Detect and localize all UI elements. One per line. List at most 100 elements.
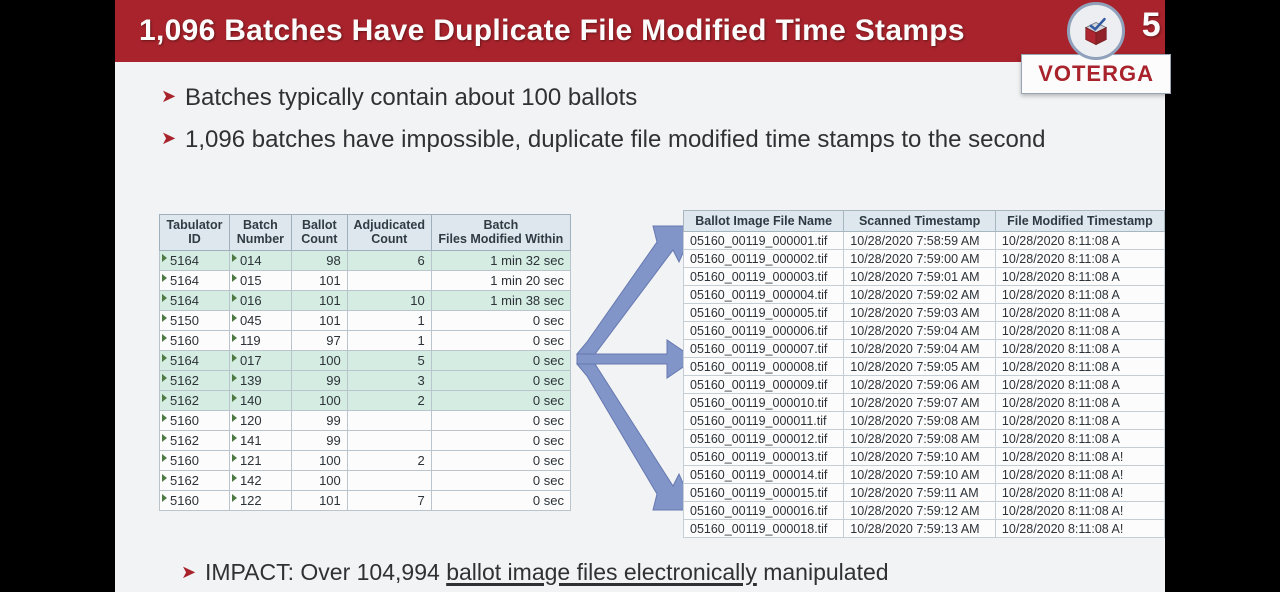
logo-badge — [1067, 2, 1125, 60]
t2-cell: 10/28/2020 7:59:04 AM — [844, 340, 996, 358]
t2-cell: 10/28/2020 8:11:08 A! — [995, 520, 1164, 538]
t2-cell: 05160_00119_000018.tif — [684, 520, 844, 538]
t2-cell: 10/28/2020 8:11:08 A — [995, 358, 1164, 376]
t2-cell: 10/28/2020 8:11:08 A — [995, 286, 1164, 304]
t1-cell: 6 — [347, 250, 431, 270]
t1-cell: 0 sec — [431, 370, 570, 390]
t2-cell: 10/28/2020 8:11:08 A! — [995, 502, 1164, 520]
t2-cell: 10/28/2020 7:59:05 AM — [844, 358, 996, 376]
t2-cell: 10/28/2020 8:11:08 A — [995, 394, 1164, 412]
t1-cell: 5162 — [160, 390, 230, 410]
t1-cell: 97 — [291, 330, 347, 350]
t1-cell: 142 — [229, 470, 291, 490]
table-row: 515004510110 sec — [160, 310, 571, 330]
slide: 1,096 Batches Have Duplicate File Modifi… — [115, 0, 1165, 592]
impact-suffix: manipulated — [757, 559, 889, 585]
table-row: 05160_00119_000013.tif10/28/2020 7:59:10… — [684, 448, 1165, 466]
t1-cell: 7 — [347, 490, 431, 510]
t1-head: BatchFiles Modified Within — [431, 215, 570, 251]
t2-cell: 10/28/2020 7:59:11 AM — [844, 484, 996, 502]
t2-cell: 10/28/2020 8:11:08 A — [995, 268, 1164, 286]
t2-cell: 05160_00119_000010.tif — [684, 394, 844, 412]
logo-text: VOTERGA — [1021, 54, 1171, 94]
t1-cell: 1 min 38 sec — [431, 290, 570, 310]
impact-prefix: IMPACT: Over 104,994 — [205, 559, 446, 585]
t1-cell: 5150 — [160, 310, 230, 330]
bullet-2: 1,096 batches have impossible, duplicate… — [185, 126, 1137, 154]
t2-cell: 10/28/2020 8:11:08 A — [995, 430, 1164, 448]
t1-cell: 5160 — [160, 490, 230, 510]
t1-cell: 5160 — [160, 450, 230, 470]
t2-cell: 10/28/2020 8:11:08 A — [995, 340, 1164, 358]
t1-cell: 2 — [347, 450, 431, 470]
t1-cell: 140 — [229, 390, 291, 410]
table-row: 05160_00119_000011.tif10/28/2020 7:59:08… — [684, 412, 1165, 430]
t2-cell: 10/28/2020 7:59:12 AM — [844, 502, 996, 520]
t2-cell: 10/28/2020 8:11:08 A — [995, 250, 1164, 268]
file-table-grid: Ballot Image File NameScanned TimestampF… — [683, 210, 1165, 538]
t2-cell: 10/28/2020 8:11:08 A! — [995, 448, 1164, 466]
t1-cell — [347, 430, 431, 450]
t1-head: TabulatorID — [160, 215, 230, 251]
t1-cell: 100 — [291, 390, 347, 410]
t1-cell: 120 — [229, 410, 291, 430]
table-row: 516012110020 sec — [160, 450, 571, 470]
t1-cell: 1 — [347, 330, 431, 350]
t2-cell: 05160_00119_000006.tif — [684, 322, 844, 340]
t1-head: BatchNumber — [229, 215, 291, 251]
table-row: 05160_00119_000015.tif10/28/2020 7:59:11… — [684, 484, 1165, 502]
t2-cell: 10/28/2020 8:11:08 A — [995, 304, 1164, 322]
table-row: 5162141990 sec — [160, 430, 571, 450]
t1-cell: 141 — [229, 430, 291, 450]
slide-header: 1,096 Batches Have Duplicate File Modifi… — [115, 0, 1165, 62]
t1-cell: 015 — [229, 270, 291, 290]
t1-cell: 101 — [291, 490, 347, 510]
t1-cell: 0 sec — [431, 410, 570, 430]
t1-cell — [347, 270, 431, 290]
t1-cell — [347, 410, 431, 430]
t1-cell: 100 — [291, 450, 347, 470]
t1-cell: 1 — [347, 310, 431, 330]
t2-head: Ballot Image File Name — [684, 211, 844, 232]
t2-cell: 05160_00119_000015.tif — [684, 484, 844, 502]
t2-cell: 10/28/2020 7:59:00 AM — [844, 250, 996, 268]
t2-head: Scanned Timestamp — [844, 211, 996, 232]
file-table: Ballot Image File NameScanned TimestampF… — [683, 210, 1165, 538]
content-area: TabulatorIDBatchNumberBallotCountAdjudic… — [115, 210, 1165, 542]
t2-cell: 05160_00119_000005.tif — [684, 304, 844, 322]
table-row: 05160_00119_000010.tif10/28/2020 7:59:07… — [684, 394, 1165, 412]
table-row: 516012210170 sec — [160, 490, 571, 510]
t2-cell: 10/28/2020 7:59:08 AM — [844, 430, 996, 448]
t2-cell: 05160_00119_000011.tif — [684, 412, 844, 430]
t1-cell: 1 min 20 sec — [431, 270, 570, 290]
table-row: 05160_00119_000004.tif10/28/2020 7:59:02… — [684, 286, 1165, 304]
t1-cell: 2 — [347, 390, 431, 410]
t1-cell: 99 — [291, 410, 347, 430]
t1-cell: 119 — [229, 330, 291, 350]
t2-cell: 10/28/2020 7:59:02 AM — [844, 286, 996, 304]
t1-cell: 1 min 32 sec — [431, 250, 570, 270]
table-row: 51640149861 min 32 sec — [160, 250, 571, 270]
t2-cell: 10/28/2020 7:59:10 AM — [844, 448, 996, 466]
table-row: 05160_00119_000018.tif10/28/2020 7:59:13… — [684, 520, 1165, 538]
table-row: 05160_00119_000001.tif10/28/2020 7:58:59… — [684, 232, 1165, 250]
t1-cell: 101 — [291, 290, 347, 310]
t1-cell: 139 — [229, 370, 291, 390]
table-row: 51621399930 sec — [160, 370, 571, 390]
t1-cell: 0 sec — [431, 330, 570, 350]
impact-line: IMPACT: Over 104,994 ballot image files … — [115, 559, 1165, 586]
t2-cell: 10/28/2020 7:59:10 AM — [844, 466, 996, 484]
table-row: 05160_00119_000007.tif10/28/2020 7:59:04… — [684, 340, 1165, 358]
t2-cell: 05160_00119_000008.tif — [684, 358, 844, 376]
t2-cell: 05160_00119_000002.tif — [684, 250, 844, 268]
t2-cell: 10/28/2020 8:11:08 A — [995, 412, 1164, 430]
t1-cell: 121 — [229, 450, 291, 470]
table-row: 51601199710 sec — [160, 330, 571, 350]
t1-cell: 5160 — [160, 410, 230, 430]
t2-cell: 05160_00119_000004.tif — [684, 286, 844, 304]
t1-cell: 0 sec — [431, 430, 570, 450]
t2-cell: 10/28/2020 7:59:08 AM — [844, 412, 996, 430]
t1-cell: 0 sec — [431, 310, 570, 330]
t2-cell: 10/28/2020 8:11:08 A! — [995, 484, 1164, 502]
t1-cell: 0 sec — [431, 490, 570, 510]
